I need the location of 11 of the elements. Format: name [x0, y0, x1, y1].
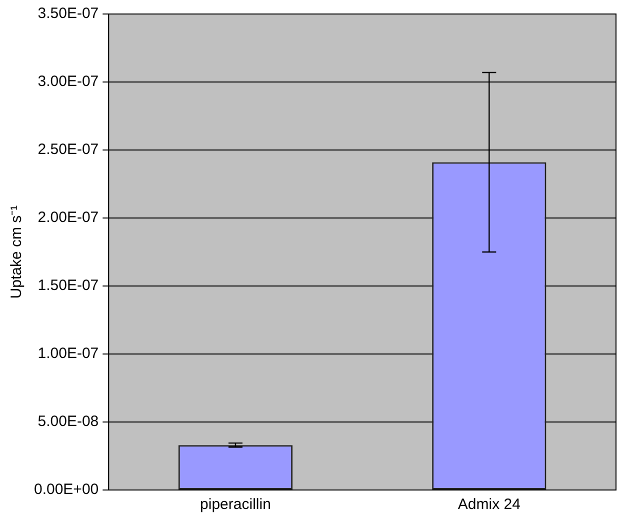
x-tick-label: Admix 24 [458, 496, 520, 514]
y-tick-label: 1.50E-07 [38, 277, 99, 294]
y-tick-label: 3.00E-07 [38, 73, 99, 90]
y-tick-label: 2.50E-07 [38, 141, 99, 158]
y-tick-label: 3.50E-07 [38, 5, 99, 22]
y-tick-label: 1.00E-07 [38, 345, 99, 362]
y-tick-label: 0.00E+00 [34, 481, 99, 498]
x-tick-label: piperacillin [200, 496, 271, 514]
y-tick-label: 5.00E-08 [38, 413, 99, 430]
y-tick-label: 2.00E-07 [38, 209, 99, 226]
y-axis-title: Uptake cm s⁻¹ [8, 205, 26, 299]
